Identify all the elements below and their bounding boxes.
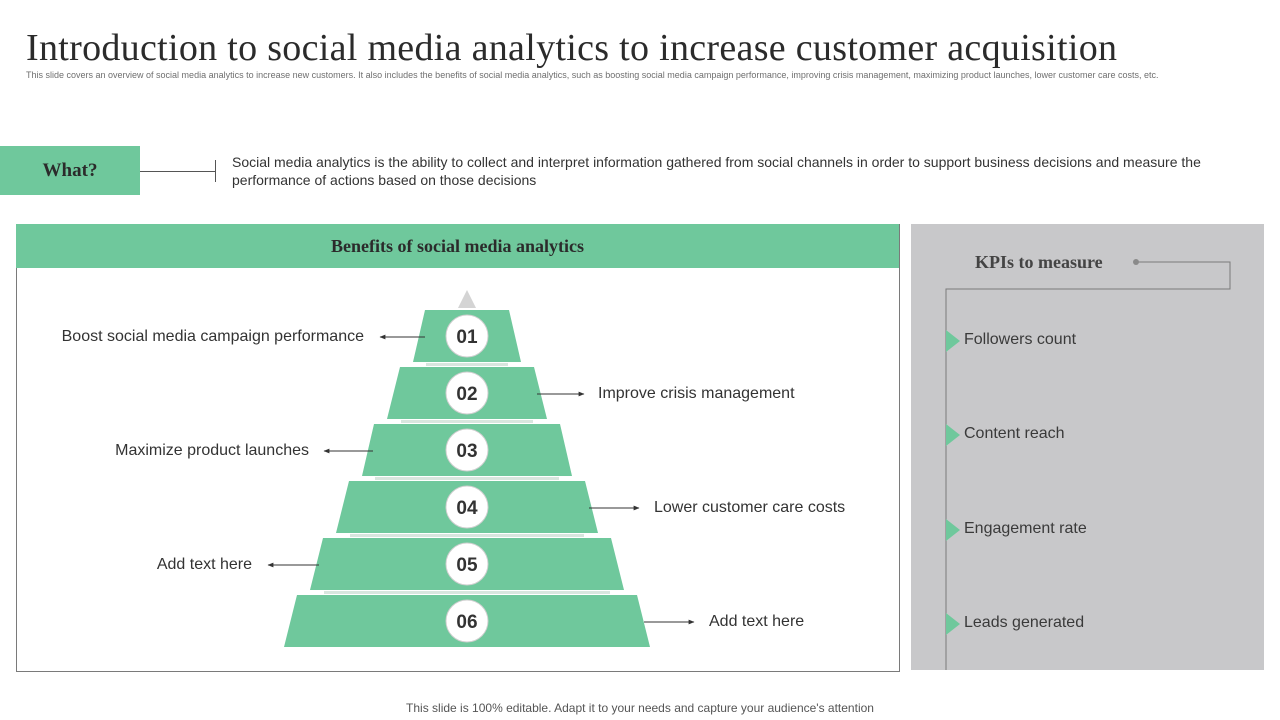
tier-number-circle-2: [445, 371, 489, 415]
kpi-item-3: Engagement rate: [964, 520, 1087, 537]
benefit-label-5: Add text here: [156, 556, 252, 573]
tier-number-2: 02: [456, 384, 477, 405]
tier-number-6: 06: [456, 612, 477, 633]
kpi-title-dot: [1133, 259, 1139, 265]
tier-number-4: 04: [456, 498, 478, 519]
tier-separator-5: [324, 591, 610, 594]
slide-subtitle: This slide covers an overview of social …: [26, 70, 1159, 80]
tier-number-circle-1: [445, 314, 489, 358]
kpi-panel: [911, 224, 1264, 670]
benefit-label-3: Maximize product launches: [115, 442, 309, 459]
what-connector-tick: [215, 160, 216, 182]
what-label: What?: [42, 159, 98, 181]
benefits-header-title: Benefits of social media analytics: [331, 235, 584, 256]
tier-separator-3: [375, 477, 559, 480]
benefit-label-6: Add text here: [709, 613, 805, 630]
kpi-item-2: Content reach: [964, 425, 1065, 442]
kpi-marker-3: [946, 519, 960, 541]
kpi-title-connector: [945, 261, 1231, 670]
tier-separator-4: [350, 534, 584, 537]
tier-number-circle-5: [445, 542, 489, 586]
what-description: Social media analytics is the ability to…: [232, 154, 1201, 188]
tier-number-1: 01: [456, 327, 478, 348]
slide-footer: This slide is 100% editable. Adapt it to…: [406, 701, 874, 715]
kpi-item-1: Followers count: [964, 331, 1077, 348]
tier-number-3: 03: [456, 441, 477, 462]
benefit-label-1: Boost social media campaign performance: [61, 328, 364, 345]
tier-number-circle-4: [445, 485, 489, 529]
kpi-title: KPIs to measure: [975, 252, 1103, 272]
what-connector-line: [140, 171, 216, 172]
kpi-marker-1: [946, 330, 960, 352]
what-label-box: What?: [0, 146, 140, 195]
pyramid-tip: [458, 290, 476, 308]
kpi-item-4: Leads generated: [964, 614, 1085, 631]
benefits-header: Benefits of social media analytics: [16, 224, 899, 268]
tier-number-circle-6: [445, 599, 489, 643]
benefit-label-2: Improve crisis management: [598, 385, 795, 402]
tier-number-circle-3: [445, 428, 489, 472]
tier-separator-2: [401, 420, 533, 423]
benefit-label-4: Lower customer care costs: [654, 499, 846, 516]
kpi-marker-4: [946, 613, 960, 635]
tier-separator-1: [426, 363, 508, 366]
tier-number-5: 05: [456, 555, 478, 576]
kpi-marker-2: [946, 424, 960, 446]
slide-title: Introduction to social media analytics t…: [26, 27, 1118, 69]
